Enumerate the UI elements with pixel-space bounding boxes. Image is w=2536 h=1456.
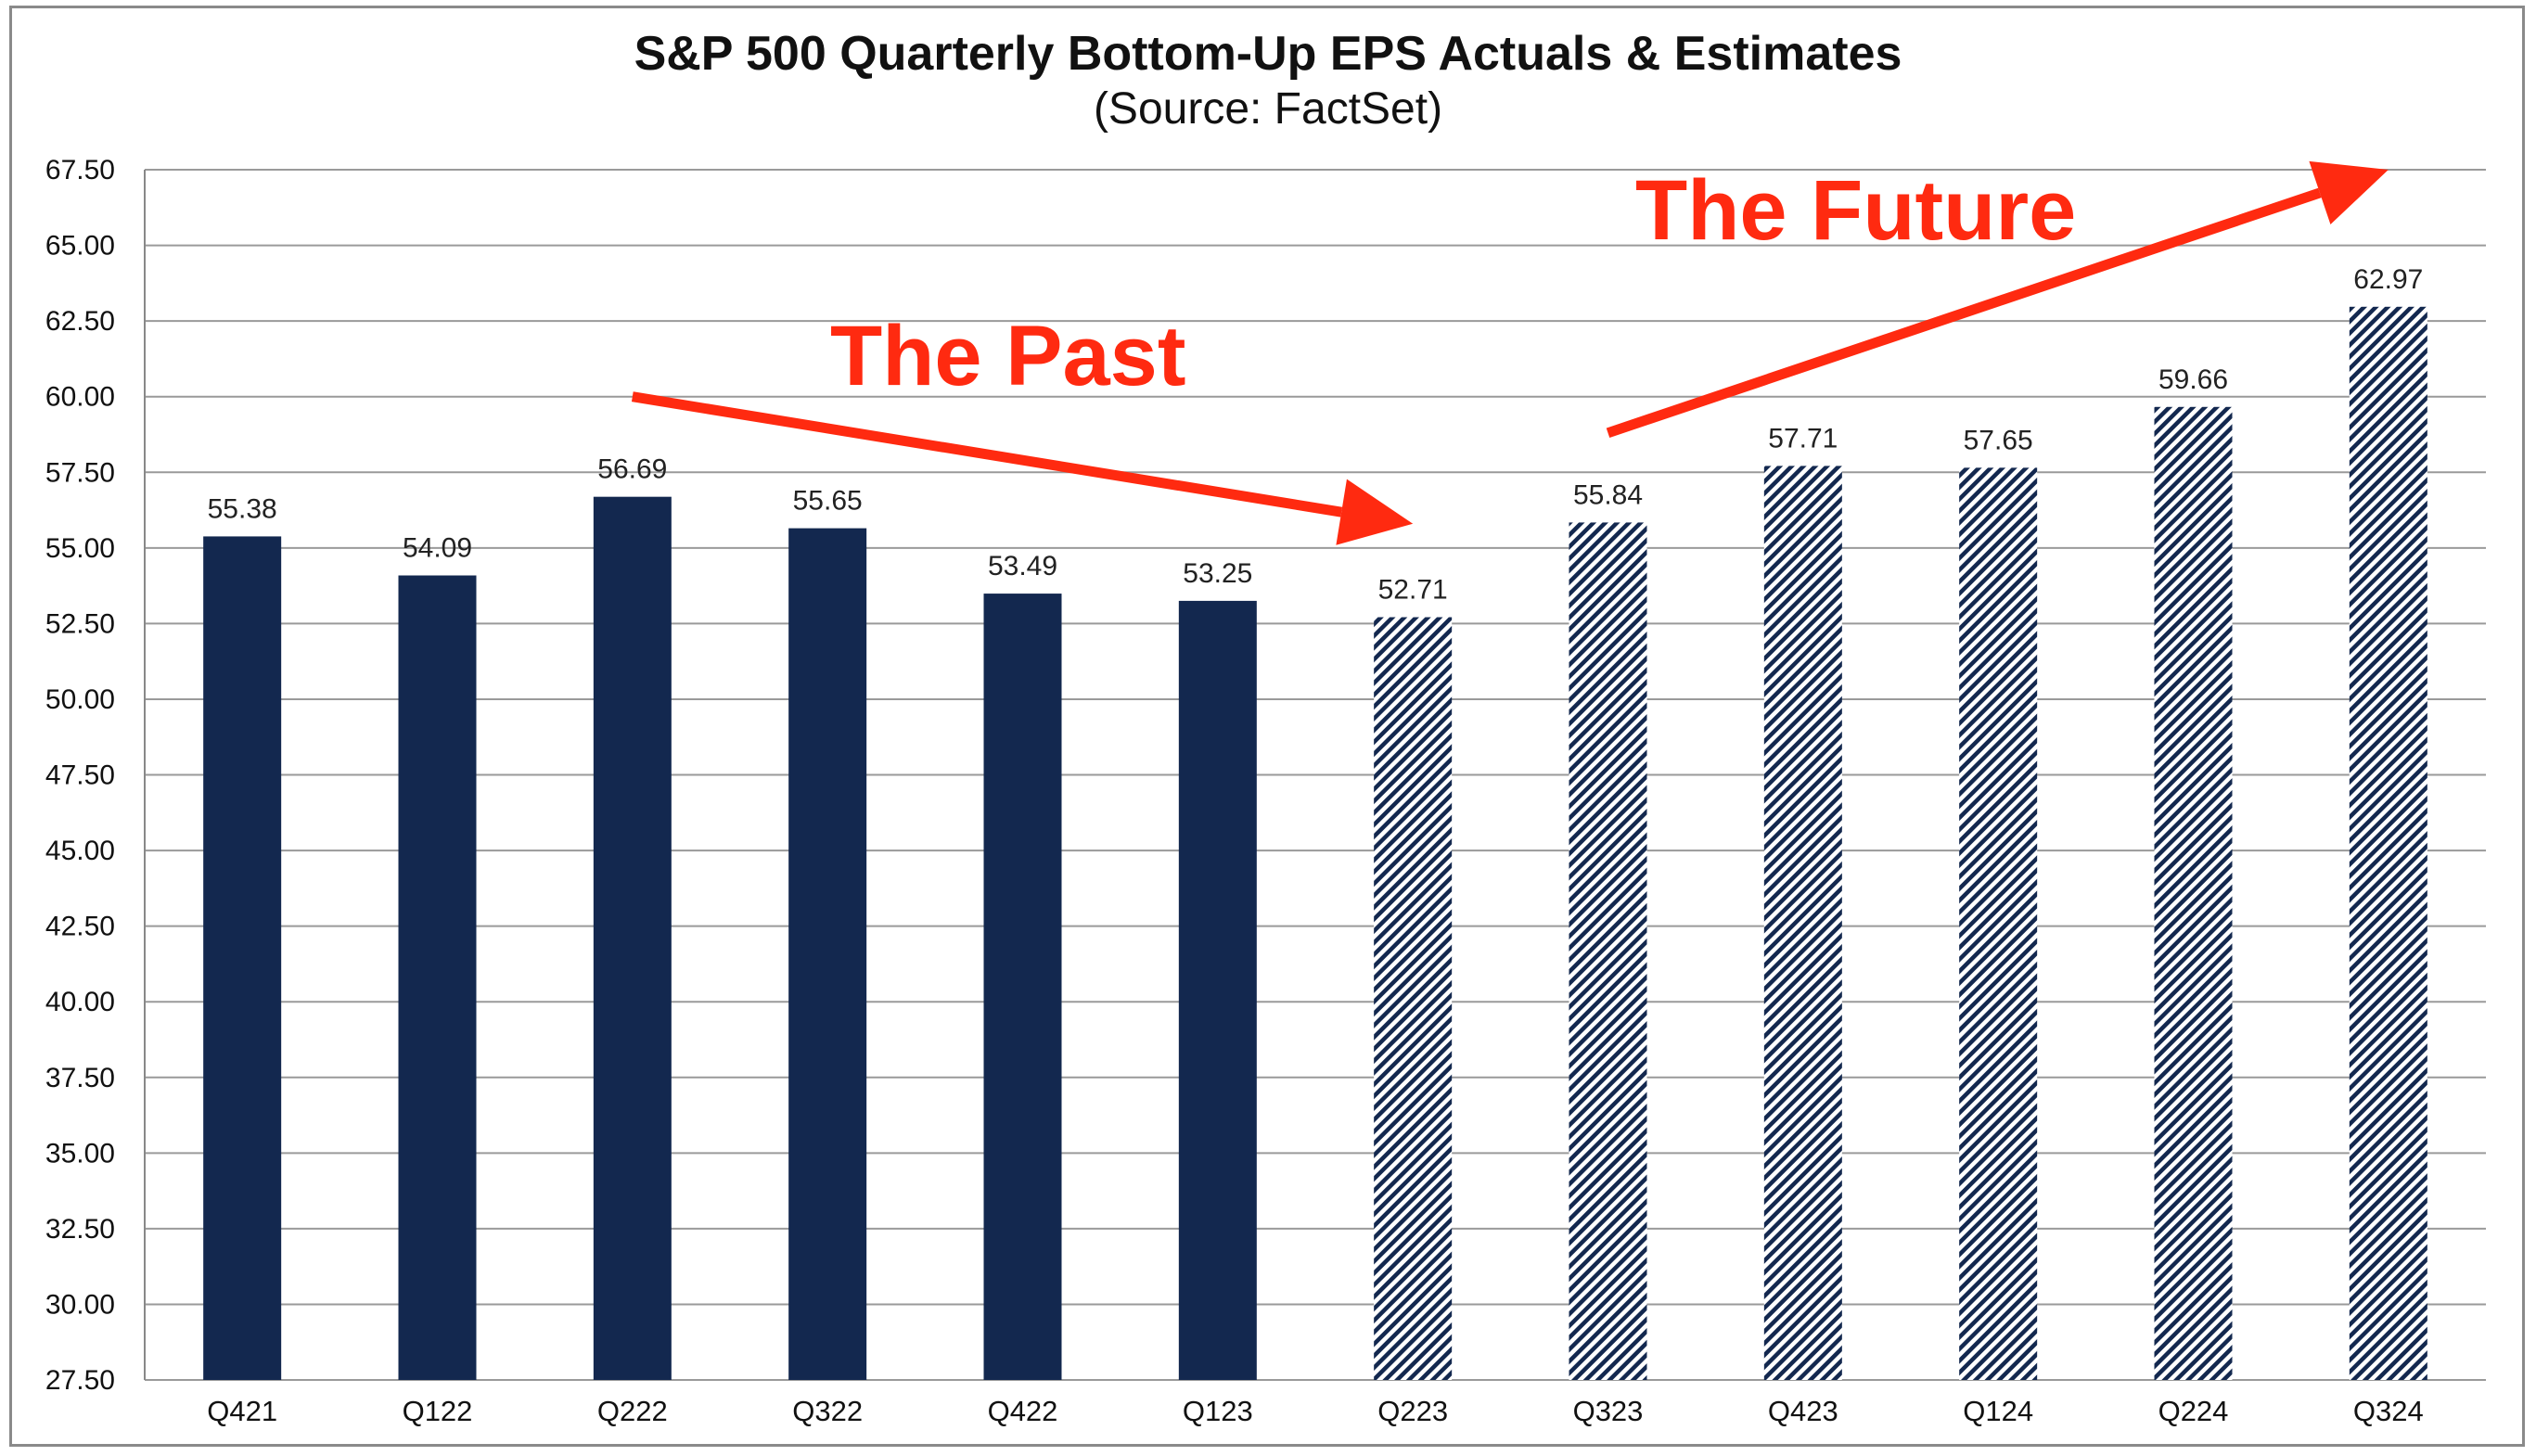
x-tick-label: Q223 [1377,1395,1448,1427]
x-tick-label: Q124 [1963,1395,2033,1427]
y-tick-label: 55.00 [45,533,115,564]
y-tick-label: 57.50 [45,457,115,488]
y-tick-label: 50.00 [45,684,115,715]
bar-q122 [398,575,477,1380]
data-label: 59.66 [2158,364,2228,395]
data-label: 53.25 [1183,558,1252,589]
x-tick-label: Q222 [597,1395,668,1427]
bar-q224 [2154,406,2233,1380]
annotation-the-future: The Future [1635,163,2076,258]
data-label: 57.65 [1964,425,2033,455]
y-tick-label: 52.50 [45,608,115,639]
bar-q124 [1959,467,2038,1380]
y-tick-label: 32.50 [45,1214,115,1245]
annotations: The Past The Future [631,160,2389,545]
y-tick-label: 60.00 [45,382,115,413]
y-tick-label: 45.00 [45,836,115,866]
the-future-arrow-shaft [1606,187,2322,439]
y-tick-label: 65.00 [45,231,115,262]
y-tick-label: 35.00 [45,1138,115,1169]
data-label: 56.69 [597,454,667,485]
x-tick-label: Q322 [792,1395,863,1427]
data-label: 55.38 [208,493,277,524]
x-tick-label: Q421 [207,1395,277,1427]
bar-q222 [593,496,672,1380]
y-tick-label: 27.50 [45,1365,115,1396]
data-label: 55.65 [793,486,863,517]
y-tick-label: 67.50 [45,155,115,185]
the-future-arrow-head [2309,160,2389,225]
y-axis-ticks: 27.50 30.00 32.50 35.00 37.50 40.00 42.50 45.00… [45,155,115,1396]
bar-q223 [1374,617,1453,1380]
bar-q324 [2349,306,2427,1380]
y-tick-label: 37.50 [45,1063,115,1093]
x-tick-label: Q422 [988,1395,1058,1427]
gridlines [144,169,2486,1381]
data-label: 53.49 [988,551,1057,581]
the-past-arrow-head [1336,479,1414,545]
chart-subtitle: (Source: FactSet) [1093,84,1443,134]
x-tick-label: Q423 [1768,1395,1838,1427]
y-tick-label: 47.50 [45,760,115,791]
x-tick-label: Q122 [403,1395,473,1427]
x-tick-label: Q323 [1573,1395,1644,1427]
x-tick-label: Q324 [2353,1395,2424,1427]
bar-q422 [983,594,1062,1380]
y-tick-label: 62.50 [45,306,115,337]
data-label: 54.09 [403,533,472,564]
bar-q323 [1569,522,1647,1380]
x-tick-label: Q123 [1183,1395,1253,1427]
bar-q421 [203,536,282,1380]
x-axis-ticks: Q421 Q122 Q222 Q322 Q422 Q123 Q223 Q323 Q423 Q124… [207,1395,2424,1427]
bar-q123 [1178,600,1257,1380]
y-tick-label: 42.50 [45,912,115,942]
the-past-arrow-shaft [631,391,1343,517]
bars [203,306,2427,1380]
data-label: 57.71 [1768,423,1838,453]
bar-q322 [788,528,867,1380]
annotation-the-past: The Past [830,309,1185,403]
data-label: 62.97 [2353,264,2423,295]
data-label: 55.84 [1573,479,1643,510]
chart-title: S&P 500 Quarterly Bottom-Up EPS Actuals … [634,27,1902,81]
bar-q423 [1763,466,1842,1380]
y-tick-label: 30.00 [45,1289,115,1320]
data-label: 52.71 [1378,575,1448,606]
y-tick-label: 40.00 [45,987,115,1017]
data-labels: 55.38 54.09 56.69 55.65 53.49 53.25 52.71 55.84… [208,264,2424,606]
x-tick-label: Q224 [2158,1395,2229,1427]
